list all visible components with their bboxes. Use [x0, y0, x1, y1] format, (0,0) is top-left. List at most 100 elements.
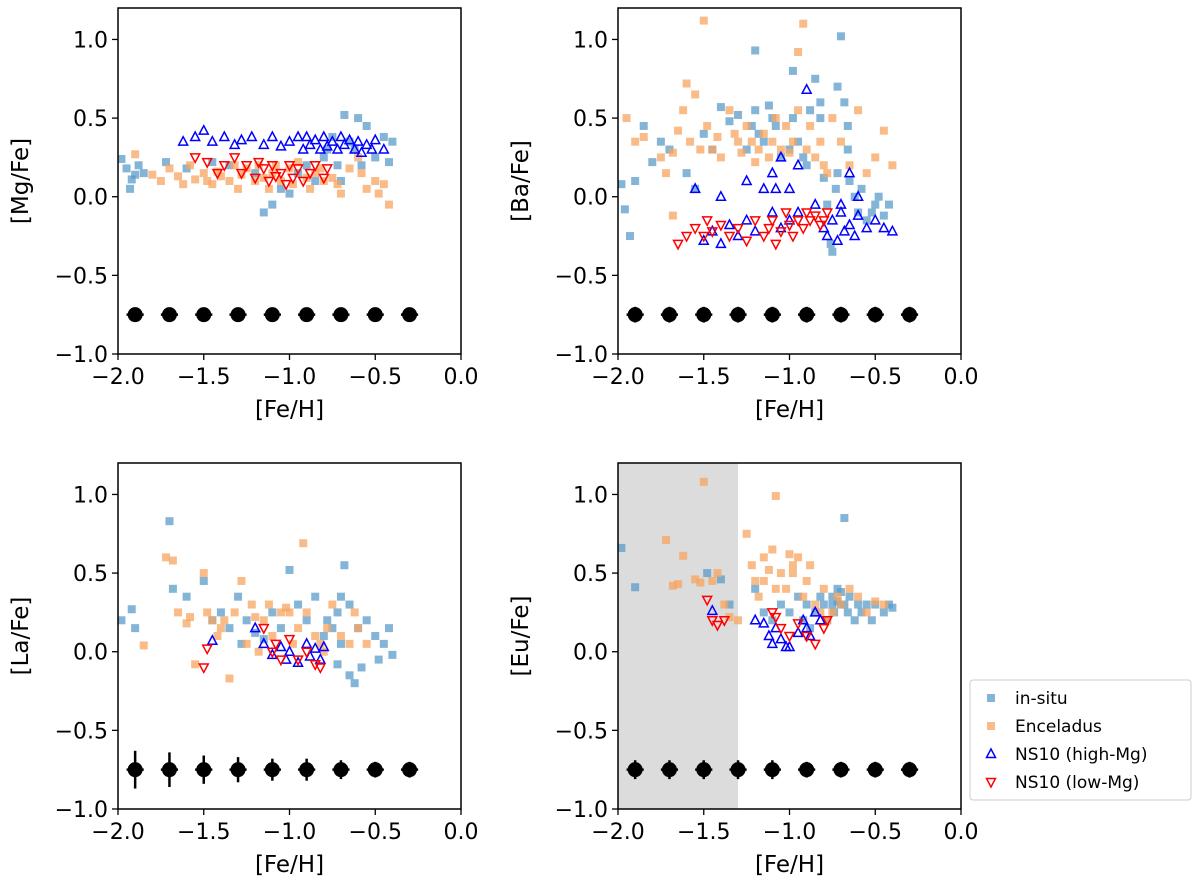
- point-enceladus: [213, 167, 222, 176]
- point-enceladus: [764, 153, 773, 162]
- error-bar-point: [333, 762, 349, 778]
- point-in-situ: [362, 121, 371, 130]
- eu-fe-panel: −2.0 −1.5 −1.0 −0.5 0.0 −1.0 −0.5 0.0 0.5 1.0 [Fe/…: [508, 462, 979, 878]
- x-tick-label: 0.0: [444, 820, 479, 845]
- error-bar-point: [730, 307, 746, 323]
- x-tick-label: −2.0: [91, 820, 144, 845]
- error-bar-point: [764, 762, 780, 778]
- point-in-situ: [319, 153, 328, 162]
- point-enceladus: [384, 200, 393, 209]
- point-ns10-low-mg: [775, 623, 787, 635]
- point-in-situ: [843, 608, 852, 617]
- legend-label-ns10_high: NS10 (high-Mg): [1015, 745, 1147, 765]
- point-enceladus: [699, 477, 708, 486]
- point-in-situ: [251, 169, 260, 178]
- point-enceladus: [833, 592, 842, 601]
- point-in-situ: [845, 177, 854, 185]
- point-enceladus: [691, 575, 700, 584]
- point-in-situ: [828, 592, 837, 601]
- point-ns10-low-mg: [732, 223, 744, 235]
- point-ns10-high-mg: [715, 190, 727, 201]
- point-ns10-high-mg: [314, 652, 327, 664]
- legend-label-enceladus: Enceladus: [1015, 717, 1102, 737]
- error-bar-point: [230, 762, 246, 778]
- point-in-situ: [751, 584, 760, 593]
- point-ns10-high-mg: [706, 604, 719, 616]
- point-enceladus: [708, 145, 717, 154]
- point-enceladus: [299, 539, 308, 548]
- error-bars: [626, 306, 919, 323]
- point-ns10-high-mg: [886, 224, 899, 236]
- point-in-situ: [618, 180, 626, 189]
- point-ns10-low-mg: [780, 208, 792, 220]
- point-in-situ: [816, 592, 825, 601]
- point-enceladus: [754, 145, 763, 154]
- point-enceladus: [811, 153, 820, 162]
- error-bar-point: [127, 762, 143, 778]
- point-in-situ: [333, 161, 342, 170]
- point-enceladus: [737, 148, 746, 157]
- y-tick-label: 0.0: [73, 641, 108, 666]
- error-bar-point: [730, 762, 746, 778]
- point-in-situ: [759, 137, 768, 146]
- point-in-situ: [771, 121, 780, 130]
- point-enceladus: [871, 597, 880, 606]
- point-ns10-high-mg: [206, 135, 219, 146]
- x-tick-label: −2.0: [591, 365, 644, 390]
- point-ns10-low-mg: [198, 663, 210, 675]
- point-enceladus: [768, 137, 777, 146]
- x-tick-label: −1.5: [677, 820, 730, 845]
- point-ns10-low-mg: [266, 161, 279, 172]
- point-in-situ: [225, 161, 234, 170]
- point-in-situ: [168, 584, 177, 593]
- point-ns10-high-mg: [869, 213, 881, 225]
- point-enceladus: [242, 164, 251, 173]
- point-enceladus: [782, 584, 791, 593]
- error-bar-point: [402, 307, 418, 323]
- point-enceladus: [203, 177, 212, 185]
- point-ns10-high-mg: [740, 174, 753, 186]
- point-in-situ: [785, 608, 794, 617]
- point-ns10-low-mg: [263, 176, 275, 188]
- point-enceladus: [208, 180, 217, 189]
- point-in-situ: [828, 600, 837, 609]
- point-enceladus: [819, 584, 828, 593]
- point-ns10-low-mg: [189, 153, 201, 165]
- point-ns10-high-mg: [309, 641, 321, 653]
- y-tick-label: 1.0: [73, 28, 108, 53]
- point-enceladus: [794, 106, 803, 115]
- point-in-situ: [379, 639, 388, 648]
- point-ns10-high-mg: [246, 130, 258, 142]
- point-enceladus: [148, 170, 157, 179]
- point-enceladus: [782, 121, 791, 130]
- point-ns10-high-mg: [378, 142, 390, 154]
- point-enceladus: [879, 600, 888, 609]
- point-ns10-low-mg: [240, 161, 253, 172]
- point-in-situ: [311, 592, 320, 601]
- error-bar-point: [333, 307, 349, 323]
- point-in-situ: [699, 129, 708, 138]
- y-tick-label: 0.5: [573, 562, 608, 587]
- point-in-situ: [754, 129, 763, 138]
- point-enceladus: [854, 106, 863, 115]
- point-ns10-high-mg: [843, 166, 856, 178]
- point-enceladus: [679, 551, 688, 560]
- point-ns10-low-mg: [292, 655, 304, 667]
- point-ns10-high-mg: [258, 138, 270, 150]
- point-enceladus: [823, 169, 832, 178]
- point-ns10-low-mg: [814, 220, 827, 232]
- point-enceladus: [354, 624, 363, 633]
- point-ns10-low-mg: [314, 663, 327, 675]
- point-ns10-high-mg: [300, 130, 313, 142]
- point-enceladus: [703, 121, 712, 130]
- point-enceladus: [191, 175, 200, 184]
- point-in-situ: [259, 208, 268, 217]
- point-in-situ: [806, 106, 815, 115]
- point-enceladus: [237, 170, 246, 179]
- y-tick-label: −1.0: [555, 343, 608, 368]
- point-enceladus: [862, 608, 871, 617]
- point-ns10-low-mg: [787, 231, 799, 243]
- point-enceladus: [131, 150, 140, 159]
- point-ns10-high-mg: [235, 133, 248, 145]
